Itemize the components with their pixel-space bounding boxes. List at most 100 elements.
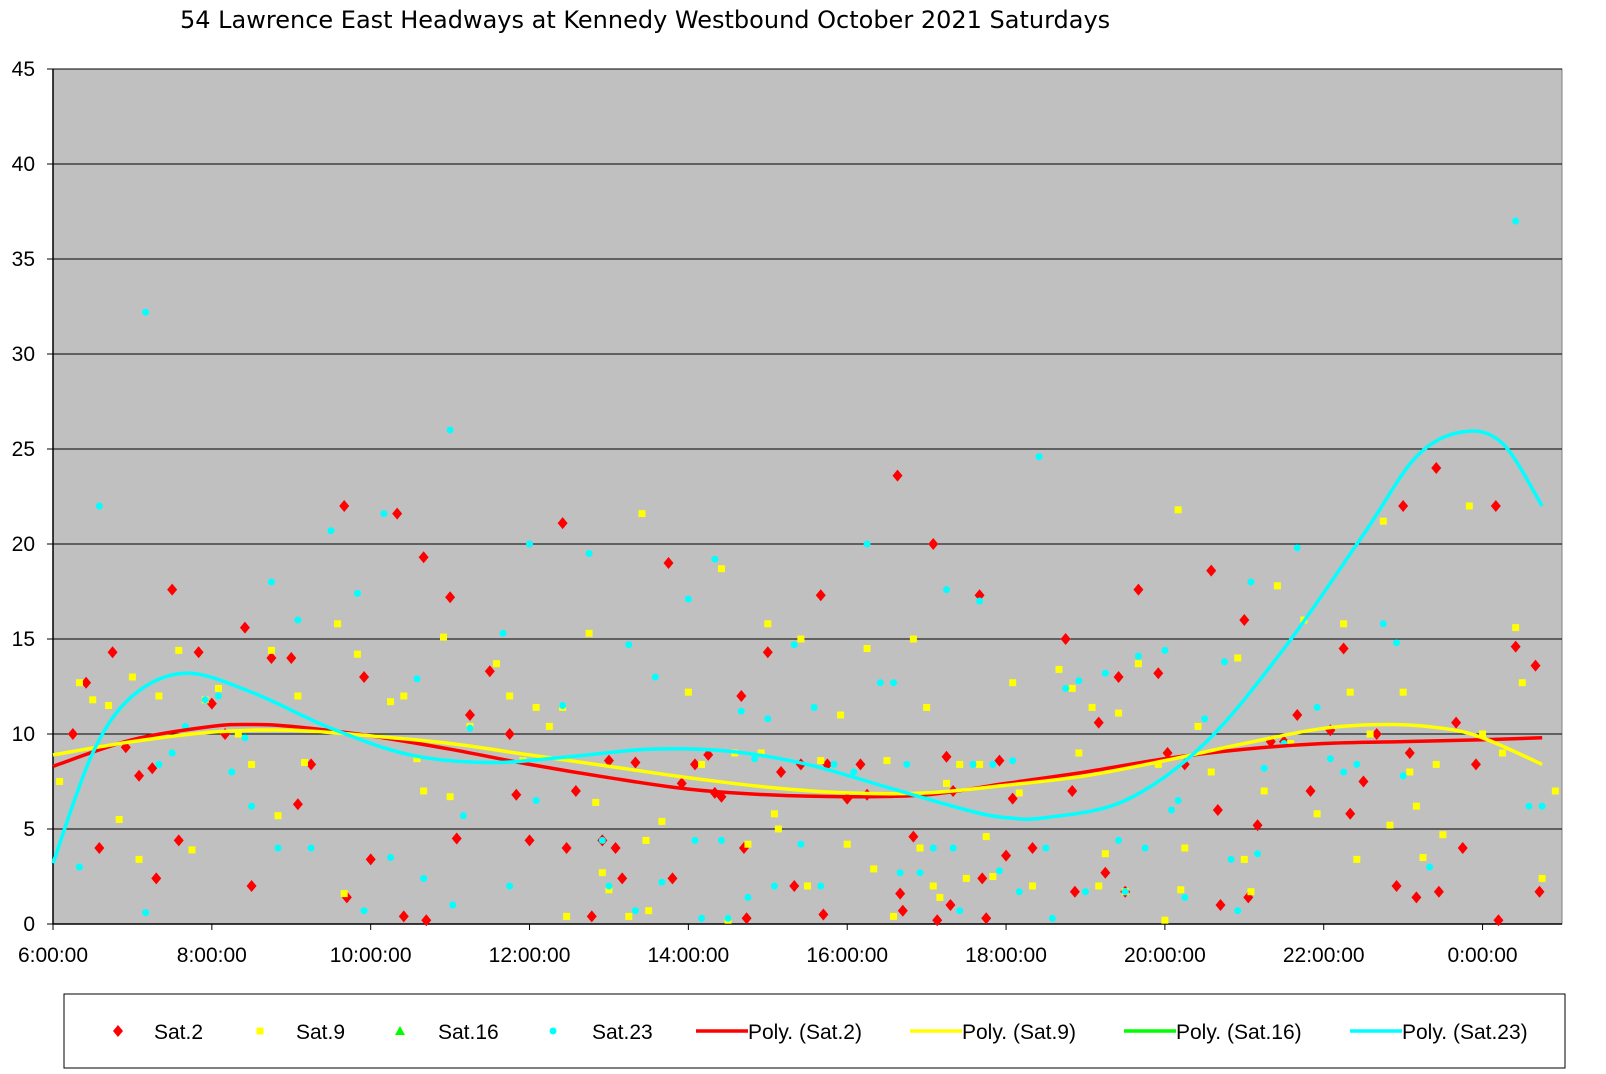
data-point — [994, 754, 1005, 767]
data-point — [464, 709, 475, 721]
data-point — [1133, 583, 1144, 596]
data-point — [908, 830, 919, 843]
data-point — [762, 646, 773, 659]
data-point — [1081, 888, 1089, 896]
y-tick-label: 10 — [12, 723, 35, 746]
data-point — [741, 912, 752, 925]
data-point — [1015, 888, 1023, 896]
legend-label: Poly. (Sat.2) — [748, 1021, 862, 1044]
data-point — [95, 502, 103, 510]
data-point — [1530, 659, 1541, 672]
data-point — [504, 728, 515, 740]
data-point — [532, 703, 540, 711]
data-point — [1181, 893, 1189, 901]
legend-marker — [395, 1026, 405, 1035]
y-tick-label: 25 — [12, 438, 35, 461]
data-point — [817, 757, 825, 765]
data-point — [1247, 578, 1255, 586]
data-point — [850, 768, 858, 776]
data-point — [418, 551, 429, 564]
data-point — [982, 833, 990, 841]
data-point — [876, 679, 884, 687]
data-point — [446, 426, 454, 434]
data-point — [492, 660, 500, 668]
data-point — [105, 702, 113, 709]
trendline-poly-sat-23 — [51, 429, 1544, 864]
data-point — [757, 749, 765, 757]
data-point — [1398, 500, 1409, 512]
data-point — [1247, 888, 1255, 896]
data-point — [818, 908, 829, 921]
x-tick-label: 10:00:00 — [330, 944, 412, 967]
data-point — [135, 855, 143, 863]
data-point — [1404, 747, 1415, 759]
legend-item: Poly. (Sat.16) — [1124, 1021, 1302, 1044]
data-point — [1113, 671, 1124, 683]
data-point — [506, 882, 514, 890]
data-point — [1095, 882, 1103, 890]
data-point — [1215, 899, 1226, 911]
data-point — [327, 527, 335, 535]
data-point — [892, 469, 903, 482]
data-point — [942, 586, 950, 594]
x-tick-label: 22:00:00 — [1283, 944, 1365, 967]
data-point — [684, 595, 692, 603]
data-point — [1239, 614, 1250, 626]
data-point — [1174, 797, 1182, 804]
data-point — [1305, 785, 1316, 797]
data-point — [1254, 850, 1262, 858]
data-point — [248, 802, 256, 810]
data-point — [1490, 500, 1501, 512]
legend-item: Poly. (Sat.23) — [1350, 1021, 1528, 1044]
data-point — [557, 517, 568, 530]
data-point — [1386, 821, 1394, 829]
data-point — [1154, 760, 1162, 768]
legend-item: Poly. (Sat.9) — [910, 1021, 1076, 1044]
data-point — [903, 760, 911, 768]
data-point — [941, 750, 952, 763]
legend-item: Poly. (Sat.2) — [696, 1021, 862, 1044]
data-point — [804, 882, 811, 890]
data-point — [1015, 789, 1023, 797]
data-point — [1029, 882, 1037, 890]
data-point — [744, 893, 752, 901]
data-point — [532, 797, 540, 804]
data-point — [598, 869, 606, 877]
data-point — [909, 635, 917, 643]
data-point — [1451, 716, 1462, 729]
plot-area — [52, 68, 1563, 925]
data-point — [638, 510, 646, 518]
data-point — [855, 758, 866, 771]
data-point — [1293, 544, 1301, 552]
data-point — [598, 836, 606, 844]
data-point — [651, 673, 659, 681]
data-point — [387, 698, 395, 706]
data-point — [1234, 654, 1242, 662]
data-point — [630, 756, 641, 769]
data-point — [1240, 855, 1248, 863]
data-point — [1068, 684, 1076, 692]
data-point — [524, 834, 535, 847]
legend-item: Sat.2 — [113, 1021, 203, 1044]
data-point — [246, 880, 257, 892]
data-point — [837, 711, 845, 719]
data-point — [445, 591, 456, 604]
data-point — [1379, 620, 1387, 628]
data-point — [969, 760, 977, 768]
x-tick-label: 0:00:00 — [1448, 944, 1518, 967]
data-point — [962, 874, 970, 882]
data-point — [625, 912, 633, 920]
data-point — [294, 692, 302, 700]
data-point — [201, 696, 209, 704]
x-tick-label: 12:00:00 — [489, 944, 571, 967]
data-point — [484, 665, 495, 678]
data-point — [563, 912, 571, 920]
data-point — [1353, 760, 1361, 768]
data-point — [790, 641, 798, 649]
data-point — [449, 901, 457, 909]
y-tick-label: 20 — [12, 533, 35, 556]
data-point — [81, 676, 92, 689]
data-point — [561, 842, 572, 854]
series-sat-23 — [75, 217, 1546, 922]
data-point — [890, 912, 898, 920]
